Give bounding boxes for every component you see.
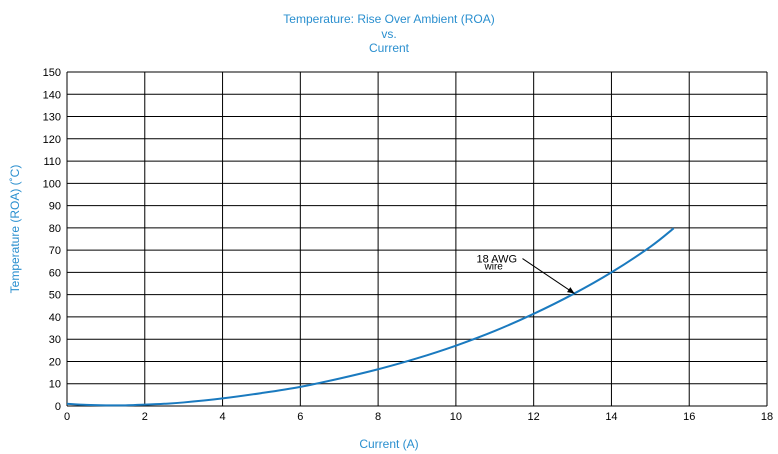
y-tick-label: 0	[55, 401, 61, 413]
y-tick-label: 150	[43, 67, 61, 79]
y-tick-label: 130	[43, 112, 61, 124]
y-tick-label: 110	[43, 156, 61, 168]
x-tick-label: 0	[64, 411, 70, 423]
x-tick-label: 16	[683, 411, 695, 423]
y-tick-label: 140	[43, 89, 61, 101]
y-tick-label: 60	[49, 267, 61, 279]
y-tick-label: 20	[49, 356, 61, 368]
chart-title-line-3: Current	[368, 41, 409, 55]
chart-title-line-2: vs.	[381, 27, 397, 41]
x-tick-label: 14	[605, 411, 617, 423]
x-tick-label: 8	[375, 411, 381, 423]
y-tick-label: 90	[49, 201, 61, 213]
grid	[66, 71, 768, 407]
series-line-18-awg-wire	[66, 227, 675, 407]
y-tick-label: 70	[49, 245, 61, 257]
x-axis-label: Current (A)	[359, 437, 419, 451]
annotation-arrow	[522, 258, 575, 294]
x-tick-label: 4	[219, 411, 225, 423]
y-axis-label: Temperature (ROA) (˚C)	[8, 164, 22, 294]
y-tick-label: 80	[49, 223, 61, 235]
y-tick-label: 120	[43, 134, 61, 146]
y-tick-label: 100	[43, 178, 61, 190]
annotation-label-line-2: wire	[484, 262, 504, 273]
y-tick-label: 40	[49, 312, 61, 324]
x-tick-label: 12	[528, 411, 540, 423]
x-tick-label: 10	[450, 411, 462, 423]
x-tick-label: 6	[297, 411, 303, 423]
y-tick-label: 30	[49, 334, 61, 346]
x-tick-label: 2	[142, 411, 148, 423]
annotation-label-line-1: 18 AWG	[477, 254, 518, 266]
chart-title-line-1: Temperature: Rise Over Ambient (ROA)	[283, 12, 495, 26]
x-tick-label: 18	[761, 411, 773, 423]
tick-labels: 0 2 4 6 8 10 12 14 16 18 0 10 20 30 40 50 60 70 80 90 100 110…	[43, 67, 773, 423]
annotation-arrowhead	[567, 287, 575, 294]
y-tick-label: 10	[49, 379, 61, 391]
y-tick-label: 50	[49, 290, 61, 302]
